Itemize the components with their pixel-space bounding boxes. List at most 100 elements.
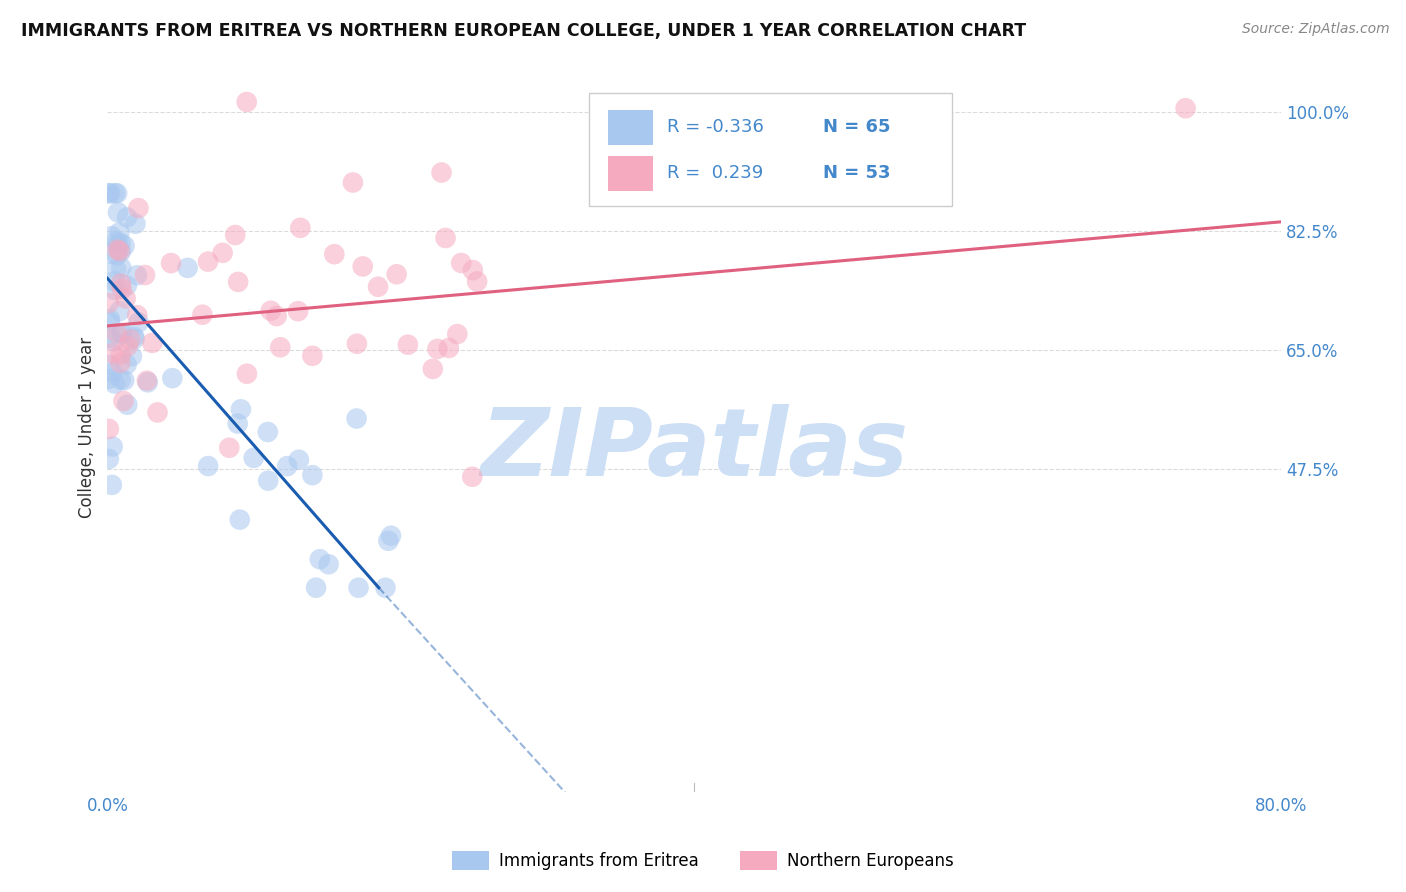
Point [127,201,149,215]
Point [342,176,364,190]
Point [100,247,122,261]
Point [236,367,259,381]
FancyBboxPatch shape [609,110,654,145]
Point [110,260,132,275]
Point [141,335,163,350]
Point [117,339,139,353]
Point [229,402,252,417]
Point [346,336,368,351]
Point [110,235,132,250]
Point [105,326,128,341]
Point [301,349,323,363]
Point [110,348,132,362]
Point [367,279,389,293]
Point [127,308,149,322]
Point [266,309,288,323]
Point [1174,101,1197,115]
Point [122,329,145,343]
Point [396,337,419,351]
Point [104,283,127,297]
Point [437,341,460,355]
Text: N = 53: N = 53 [824,164,891,182]
Point [450,256,472,270]
FancyBboxPatch shape [589,93,952,206]
Point [98,330,121,344]
Point [110,373,132,387]
Point [290,220,312,235]
Point [101,365,124,379]
Text: Source: ZipAtlas.com: Source: ZipAtlas.com [1241,22,1389,37]
Point [101,440,124,454]
Point [121,349,143,363]
Point [318,558,340,572]
Point [136,376,159,390]
Point [111,326,134,340]
Point [162,371,184,385]
Point [446,327,468,342]
Point [160,256,183,270]
Point [256,425,278,439]
Point [124,332,146,346]
Point [97,452,120,467]
Point [98,315,121,329]
Point [115,278,138,293]
Point [288,452,311,467]
Point [112,373,135,387]
Point [103,274,125,288]
Point [385,267,408,281]
Point [104,376,127,391]
Y-axis label: College, Under 1 year: College, Under 1 year [79,337,96,518]
Point [422,362,444,376]
Point [108,244,131,259]
Point [465,275,488,289]
Point [426,342,449,356]
Point [97,372,120,386]
Point [287,304,309,318]
Point [224,228,246,243]
Point [101,346,124,360]
Point [242,450,264,465]
Point [260,303,283,318]
Point [146,405,169,419]
Point [430,165,453,179]
Point [110,244,132,259]
Point [111,327,134,342]
Point [115,211,138,225]
Point [114,292,136,306]
Point [117,398,139,412]
Point [176,260,198,275]
Point [105,186,128,201]
Point [120,333,142,347]
Point [100,229,122,244]
Point [108,226,131,240]
Point [377,533,399,548]
Text: N = 65: N = 65 [824,119,891,136]
Point [105,235,128,249]
Point [305,581,328,595]
Point [461,263,484,277]
Point [380,529,402,543]
Point [308,552,330,566]
Point [107,243,129,257]
Point [101,478,124,492]
Point [461,469,484,483]
Point [352,260,374,274]
Point [97,296,120,310]
Point [191,308,214,322]
Point [105,262,128,277]
Point [276,459,298,474]
Point [105,248,128,262]
Point [226,275,249,289]
Text: ZIPatlas: ZIPatlas [479,404,908,496]
Text: IMMIGRANTS FROM ERITREA VS NORTHERN EUROPEAN COLLEGE, UNDER 1 YEAR CORRELATION C: IMMIGRANTS FROM ERITREA VS NORTHERN EURO… [21,22,1026,40]
Point [97,186,120,201]
Point [107,205,129,219]
Point [135,374,157,388]
Point [98,358,121,372]
Point [235,95,257,109]
Point [197,458,219,473]
Point [98,312,121,326]
Point [124,217,146,231]
Point [218,441,240,455]
Point [112,394,135,409]
